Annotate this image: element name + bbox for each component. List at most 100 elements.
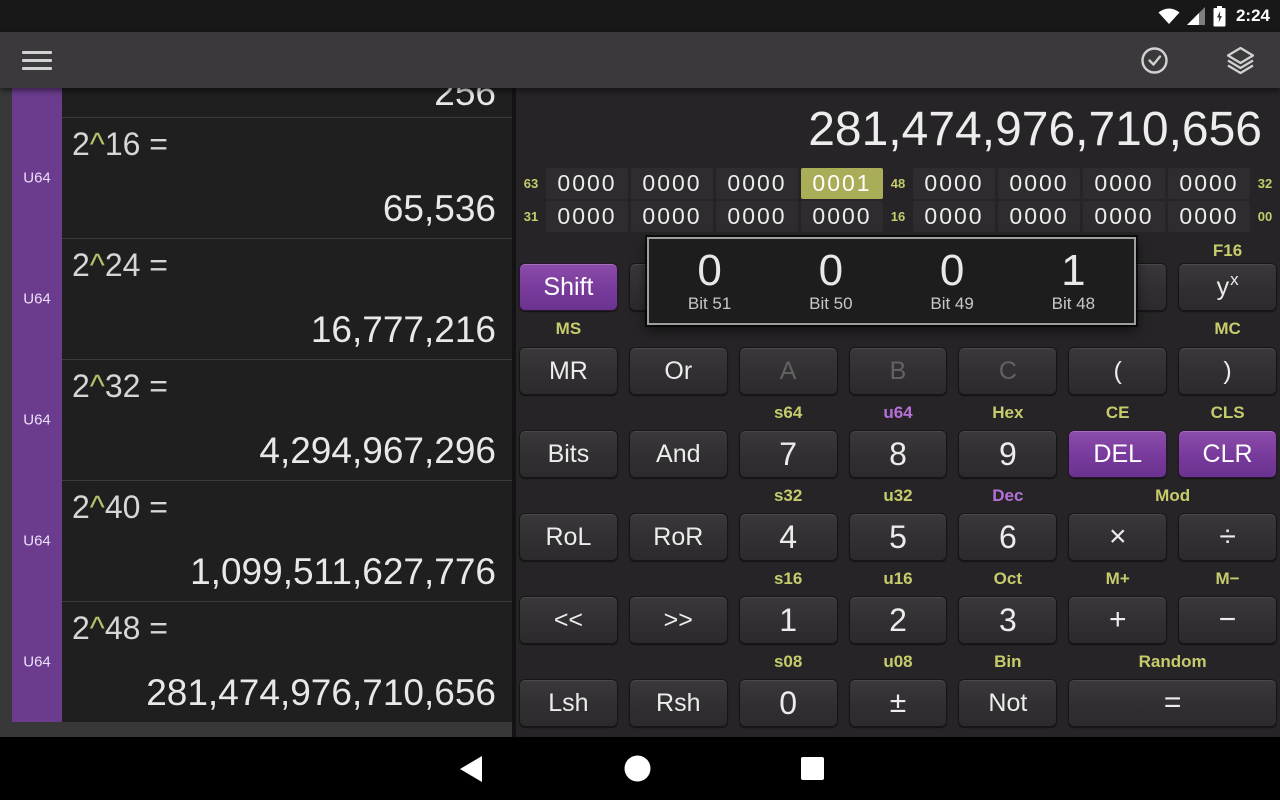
hex-c-button[interactable]: C <box>958 347 1058 395</box>
bit-nibble[interactable]: 0000 <box>913 201 995 232</box>
bit-value: 0 <box>939 246 965 295</box>
history-entry[interactable]: 2^40 = 1,099,511,627,776 <box>62 480 512 601</box>
bit-nibble[interactable]: 0000 <box>1083 201 1165 232</box>
bit-nibble[interactable]: 0000 <box>913 168 995 199</box>
history-entry[interactable]: 2^32 = 4,294,967,296 <box>62 359 512 480</box>
digit-1-button[interactable]: 1 <box>738 596 838 644</box>
shift-right-button[interactable]: >> <box>628 596 728 644</box>
bit-index-label: 48 <box>890 176 906 191</box>
clear-button[interactable]: CLR <box>1178 430 1277 478</box>
wifi-icon <box>1158 8 1180 24</box>
bit-index-label: 00 <box>1257 209 1273 224</box>
bit-nibble[interactable]: 0000 <box>801 201 883 232</box>
shift-label-bin: Bin <box>994 651 1022 671</box>
bit-row-low: 31 0000 0000 0000 0000 16 0000 0000 0000… <box>519 201 1277 232</box>
mode-badge: U64 <box>23 169 51 187</box>
bit-nibble[interactable]: 0000 <box>998 168 1080 199</box>
rotate-left-button[interactable]: RoL <box>519 513 618 561</box>
mode-badge: U64 <box>23 653 51 671</box>
history-result: 4,294,967,296 <box>259 430 496 471</box>
digit-5-button[interactable]: 5 <box>848 513 948 561</box>
shift-button[interactable]: Shift <box>519 263 618 311</box>
bit-tooltip-cell: 0 Bit 51 <box>649 239 770 323</box>
plus-minus-button[interactable]: ± <box>848 679 948 727</box>
history-result: 281,474,976,710,656 <box>146 672 496 713</box>
hex-a-button[interactable]: A <box>738 347 838 395</box>
back-button[interactable] <box>460 756 482 782</box>
digit-9-button[interactable]: 9 <box>958 430 1058 478</box>
lsh-button[interactable]: Lsh <box>519 679 618 727</box>
bit-nibble[interactable]: 0000 <box>1168 168 1250 199</box>
rsh-button[interactable]: Rsh <box>628 679 728 727</box>
digit-3-button[interactable]: 3 <box>958 596 1058 644</box>
or-button[interactable]: Or <box>628 347 728 395</box>
add-button[interactable]: + <box>1068 596 1168 644</box>
layers-icon[interactable] <box>1225 46 1256 75</box>
shift-label-mod: Mod <box>1155 485 1191 505</box>
shift-label-random: Random <box>1138 651 1207 671</box>
shift-left-button[interactable]: << <box>519 596 618 644</box>
open-paren-button[interactable]: ( <box>1068 347 1168 395</box>
history-entry-partial[interactable]: 256 <box>62 88 512 117</box>
bit-nibble-highlighted[interactable]: 0001 <box>801 168 883 199</box>
digit-8-button[interactable]: 8 <box>848 430 948 478</box>
bit-tooltip-cell: 0 Bit 50 <box>770 239 891 323</box>
memory-recall-button[interactable]: MR <box>519 347 618 395</box>
not-button[interactable]: Not <box>958 679 1058 727</box>
shift-label-row: s08 u08 Bin Random <box>519 644 1277 679</box>
bits-button[interactable]: Bits <box>519 430 618 478</box>
app-bar-actions <box>1140 46 1256 75</box>
mode-badge: U64 <box>23 290 51 308</box>
and-button[interactable]: And <box>628 430 728 478</box>
bit-nibble[interactable]: 0000 <box>1168 201 1250 232</box>
close-paren-button[interactable]: ) <box>1178 347 1277 395</box>
history-entry[interactable]: 2^48 = 281,474,976,710,656 <box>62 601 512 722</box>
bit-nibble[interactable]: 0000 <box>546 201 628 232</box>
bit-index-label: 63 <box>523 176 539 191</box>
clock-check-icon[interactable] <box>1140 46 1169 75</box>
history-wrap: U64 U64 U64 U64 U64 256 2^16 = 65,536 2 <box>0 88 512 737</box>
subtract-button[interactable]: − <box>1178 596 1277 644</box>
bit-nibble[interactable]: 0000 <box>716 168 798 199</box>
delete-button[interactable]: DEL <box>1068 430 1168 478</box>
bit-nibble[interactable]: 0000 <box>631 201 713 232</box>
shift-label-ce: CE <box>1105 402 1130 422</box>
rotate-right-button[interactable]: RoR <box>628 513 728 561</box>
divide-button[interactable]: ÷ <box>1178 513 1277 561</box>
digit-6-button[interactable]: 6 <box>958 513 1058 561</box>
recents-button[interactable] <box>801 757 824 780</box>
shift-label-cls: CLS <box>1210 402 1245 422</box>
bit-value: 0 <box>697 246 722 295</box>
bit-nibble[interactable]: 0000 <box>1083 168 1165 199</box>
history-list: 256 2^16 = 65,536 2^24 = 16,777,216 2^32… <box>62 88 512 722</box>
app-bar <box>0 32 1280 88</box>
keypad-row-2: MR Or A B C ( ) <box>519 347 1277 395</box>
menu-icon[interactable] <box>22 50 52 70</box>
multiply-button[interactable]: × <box>1068 513 1168 561</box>
bit-grid: 63 0000 0000 0000 0001 48 0000 0000 0000… <box>516 168 1280 232</box>
digit-2-button[interactable]: 2 <box>848 596 948 644</box>
bit-nibble[interactable]: 0000 <box>546 168 628 199</box>
digit-4-button[interactable]: 4 <box>738 513 838 561</box>
equals-button[interactable]: = <box>1068 679 1277 727</box>
history-entry[interactable]: 2^16 = 65,536 <box>62 117 512 238</box>
hex-b-button[interactable]: B <box>848 347 948 395</box>
keypad-row-3: Bits And 7 8 9 DEL CLR <box>519 430 1277 478</box>
mode-badge: U64 <box>23 411 51 429</box>
keypad-row-4: RoL RoR 4 5 6 × ÷ <box>519 513 1277 561</box>
history-expression: 2^40 = <box>72 489 168 525</box>
home-button[interactable] <box>624 755 651 782</box>
shift-label-f16: F16 <box>1212 241 1243 260</box>
shift-label-ms: MS <box>555 319 582 338</box>
bit-nibble[interactable]: 0000 <box>631 168 713 199</box>
digit-0-button[interactable]: 0 <box>738 679 838 727</box>
history-expression: 2^32 = <box>72 368 168 404</box>
bit-tooltip-cell: 1 Bit 48 <box>1013 239 1134 323</box>
history-entry[interactable]: 2^24 = 16,777,216 <box>62 238 512 359</box>
bit-row-high: 63 0000 0000 0000 0001 48 0000 0000 0000… <box>519 168 1277 199</box>
bit-nibble[interactable]: 0000 <box>716 201 798 232</box>
bit-nibble[interactable]: 0000 <box>998 201 1080 232</box>
digit-7-button[interactable]: 7 <box>738 430 838 478</box>
shift-label-oct: Oct <box>993 568 1023 588</box>
